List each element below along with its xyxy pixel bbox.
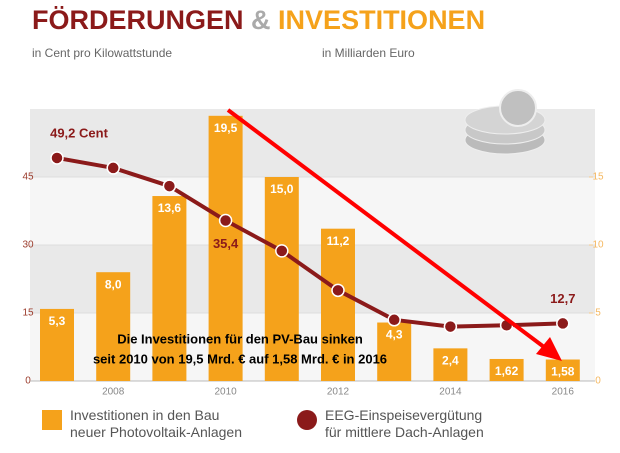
bar-value-label: 13,6 <box>158 201 182 215</box>
bar <box>545 359 580 381</box>
arrow-head <box>536 337 562 361</box>
y2-tick-label: 15 <box>592 172 604 183</box>
bar <box>321 228 355 381</box>
bar-value-label: 5,3 <box>49 314 66 328</box>
bar <box>433 348 468 381</box>
x-tick-label: 2012 <box>327 387 350 398</box>
right-subtitle: in Milliarden Euro <box>322 46 415 60</box>
line <box>56 155 563 329</box>
title-part: FÖRDERUNGEN <box>32 5 244 35</box>
bar <box>152 196 187 381</box>
line-point <box>556 316 570 331</box>
legend-key <box>42 410 62 430</box>
line-value-label: 12,7 <box>550 291 575 306</box>
line-point <box>275 244 289 258</box>
y2-tick-label: 10 <box>592 240 604 251</box>
band <box>30 177 595 245</box>
x-tick-label: 2014 <box>439 387 462 398</box>
y2-tick-label: 5 <box>595 308 601 319</box>
bar <box>208 115 243 382</box>
legend-label: EEG-Einspeisevergütung für mittlere Dach… <box>325 407 484 440</box>
line-value-label: 49,2 Cent <box>50 125 108 140</box>
legend-key <box>297 410 317 430</box>
bar <box>377 322 412 381</box>
line-point <box>218 213 233 228</box>
bar <box>489 358 524 381</box>
arrow <box>226 108 550 352</box>
bar <box>96 272 131 381</box>
line-point <box>50 151 64 165</box>
x-tick-label: 2010 <box>214 387 237 398</box>
line-point <box>443 319 458 334</box>
y2-tick-label: 0 <box>595 376 601 387</box>
chart-title: FÖRDERUNGEN & INVESTITIONEN <box>32 5 485 35</box>
bar-value-label: 1,58 <box>551 365 575 379</box>
line-point <box>331 283 345 298</box>
x-tick-label: 2016 <box>552 387 575 398</box>
bar <box>264 177 299 381</box>
y-tick-label: 30 <box>22 240 34 251</box>
annotation: Die Investitionen für den PV-Bau sinken <box>117 331 363 346</box>
x-tick-label: 2008 <box>102 387 125 398</box>
y-tick-label: 0 <box>25 376 31 387</box>
bar-value-label: 4,3 <box>386 328 403 342</box>
line-point <box>106 161 120 175</box>
line-point <box>387 313 401 327</box>
y-tick-label: 15 <box>22 308 34 319</box>
line-value-label: 35,4 <box>213 236 239 251</box>
euro-coin <box>499 89 537 127</box>
annotation: seit 2010 von 19,5 Mrd. € auf 1,58 Mrd. … <box>93 351 387 366</box>
bar-value-label: 1,62 <box>495 364 519 378</box>
title-part: INVESTITIONEN <box>278 5 485 35</box>
bar-value-label: 15,0 <box>270 182 294 196</box>
legend-label: Investitionen in den Bau neuer Photovolt… <box>70 407 243 440</box>
line-point <box>162 179 177 193</box>
left-subtitle: in Cent pro Kilowattstunde <box>32 46 172 60</box>
bar <box>40 308 74 381</box>
bar-value-label: 2,4 <box>442 354 459 368</box>
bar-value-label: 8,0 <box>105 277 122 291</box>
title-part: & <box>251 5 271 35</box>
bar-value-label: 19,5 <box>214 121 238 135</box>
bar-value-label: 11,2 <box>327 234 350 248</box>
y-tick-label: 45 <box>22 172 34 183</box>
